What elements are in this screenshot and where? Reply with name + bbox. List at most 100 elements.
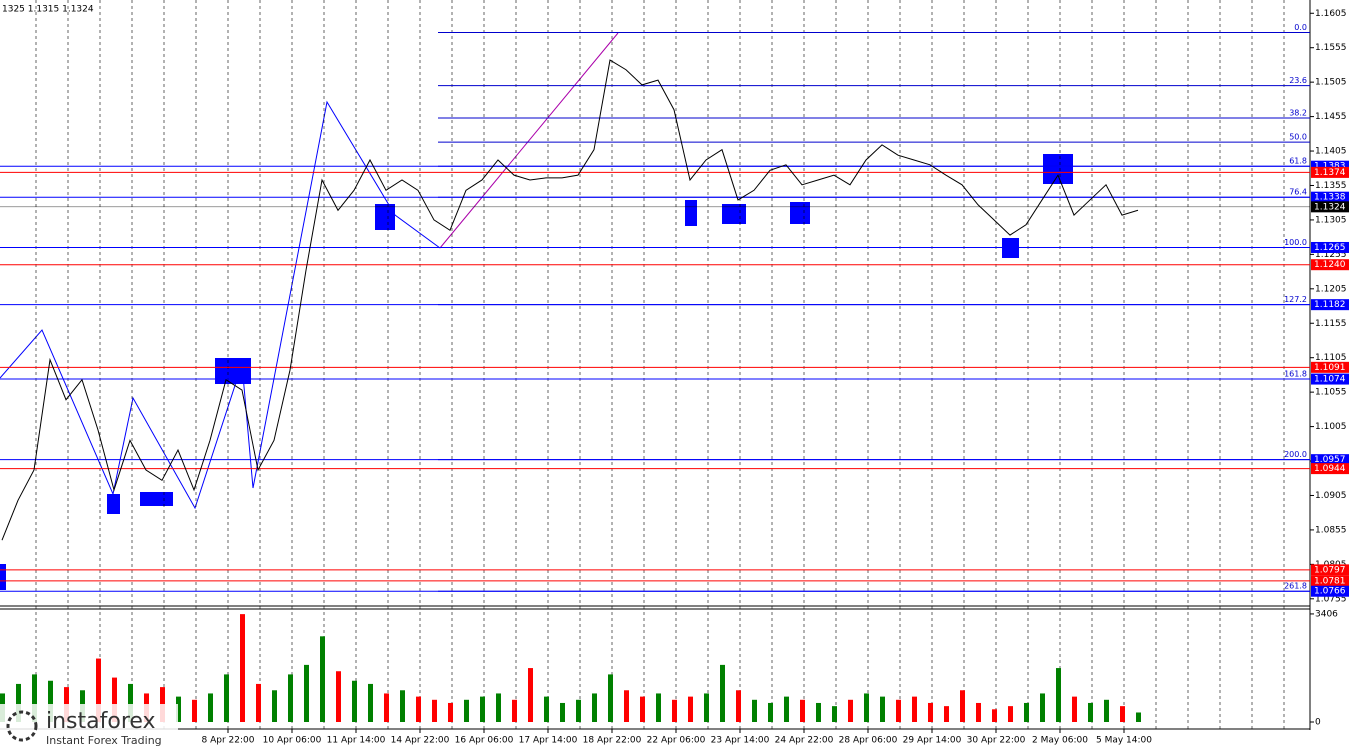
zone [215,358,251,384]
volume-bar [512,699,517,722]
level-tag: 1.1074 [1311,373,1349,385]
volume-bar [560,702,565,722]
volume-bar [128,683,133,722]
volume-bar [832,706,837,722]
x-tick-label: 23 Apr 14:00 [711,736,770,746]
level-label: 1.0797 [1314,565,1346,575]
volume-bar [656,693,661,722]
volume-bar [848,699,853,722]
watermark-tagline: Instant Forex Trading [46,734,162,747]
volume-bar [224,674,229,722]
volume-bar [640,696,645,722]
volume-bar [1120,706,1125,722]
volume-bar [384,693,389,722]
volume-bar [256,683,261,722]
level-tag: 1.0766 [1311,585,1349,597]
volume-bar [768,702,773,722]
y-tick-label: 1.1605 [1315,9,1347,19]
level-label: 1.0781 [1314,576,1346,586]
volume-bar [864,693,869,722]
volume-bar [288,674,293,722]
x-tick-label: 11 Apr 14:00 [327,736,386,746]
volume-bar [368,683,373,722]
watermark-bg [0,704,178,750]
volume-bar [704,693,709,722]
level-label: 1.0766 [1314,587,1346,597]
level-tag: 1.1091 [1311,361,1349,373]
level-tag: 1.1240 [1311,259,1349,271]
level-label: 1.1374 [1314,168,1346,178]
zigzag-line [0,100,441,510]
x-tick-label: 17 Apr 14:00 [519,736,578,746]
fib-label: 38.2 [1289,108,1307,117]
volume-bar [32,674,37,722]
level-tag: 1.0944 [1311,463,1349,475]
volume-bar [1072,696,1077,722]
y-tick-label: 1.1455 [1315,112,1347,122]
fib-label: 161.8 [1284,370,1307,379]
volume-bar [416,696,421,722]
y-tick-label: 1.0855 [1315,525,1347,535]
x-tick-label: 18 Apr 22:00 [583,736,642,746]
volume-bar [112,677,117,722]
fib-label: 200.0 [1284,450,1307,459]
volume-bar [496,693,501,722]
volume-bar [592,693,597,722]
volume-tick-label: 0 [1315,718,1321,728]
y-tick-label: 1.1005 [1315,422,1347,432]
volume-bar [448,702,453,722]
fib-label: 50.0 [1289,133,1307,142]
volume-bar [576,699,581,722]
volume-bar [272,690,277,722]
fib-label: 127.2 [1284,295,1307,304]
volume-bar [816,702,821,722]
level-box [1311,361,1349,373]
watermark-brand: instaforex [46,709,156,734]
volume-bar [304,664,309,722]
y-tick-label: 1.1105 [1315,353,1347,363]
level-tag: 1.1338 [1311,191,1349,203]
y-tick-label: 1.1155 [1315,319,1347,329]
level-tag: 1.0797 [1311,564,1349,576]
volume-bar [880,696,885,722]
markup [0,154,1073,590]
volume-bar [400,690,405,722]
level-box [1311,585,1349,597]
level-label: 1.0944 [1314,464,1346,474]
volume-bar [16,683,21,722]
volume-bar [976,702,981,722]
level-box [1311,575,1349,587]
level-tag: 1.0781 [1311,575,1349,587]
x-tick-label: 24 Apr 22:00 [775,736,834,746]
level-tag: 1.1182 [1311,299,1349,311]
volume-bar [192,699,197,722]
volume-bar [752,699,757,722]
y-tick-label: 1.0905 [1315,491,1347,501]
volume-bar [608,674,613,722]
level-tag: 1.1265 [1311,241,1349,253]
x-tick-label: 30 Apr 22:00 [967,736,1026,746]
y-tick-label: 1.1055 [1315,388,1347,398]
fib-label: 61.8 [1289,157,1307,166]
zone [685,200,697,226]
level-box [1311,454,1349,466]
level-box [1311,191,1349,203]
volume-bar [688,696,693,722]
x-tick-label: 8 Apr 22:00 [202,736,255,746]
x-tick-label: 29 Apr 14:00 [903,736,962,746]
volume-bar [352,680,357,722]
y-tick-label: 1.1205 [1315,284,1347,294]
level-box [1311,166,1349,178]
zone [375,204,395,230]
level-box [1311,299,1349,311]
volume-bar [464,699,469,722]
volume-bar [1104,699,1109,722]
fib-label: 261.8 [1284,582,1307,591]
level-box [1311,463,1349,475]
fib-label: 0.0 [1294,23,1307,32]
volume-bar [992,709,997,722]
volume-bar [240,614,245,722]
level-tag: 1.1383 [1311,160,1349,172]
level-label: 1.1338 [1314,193,1346,203]
